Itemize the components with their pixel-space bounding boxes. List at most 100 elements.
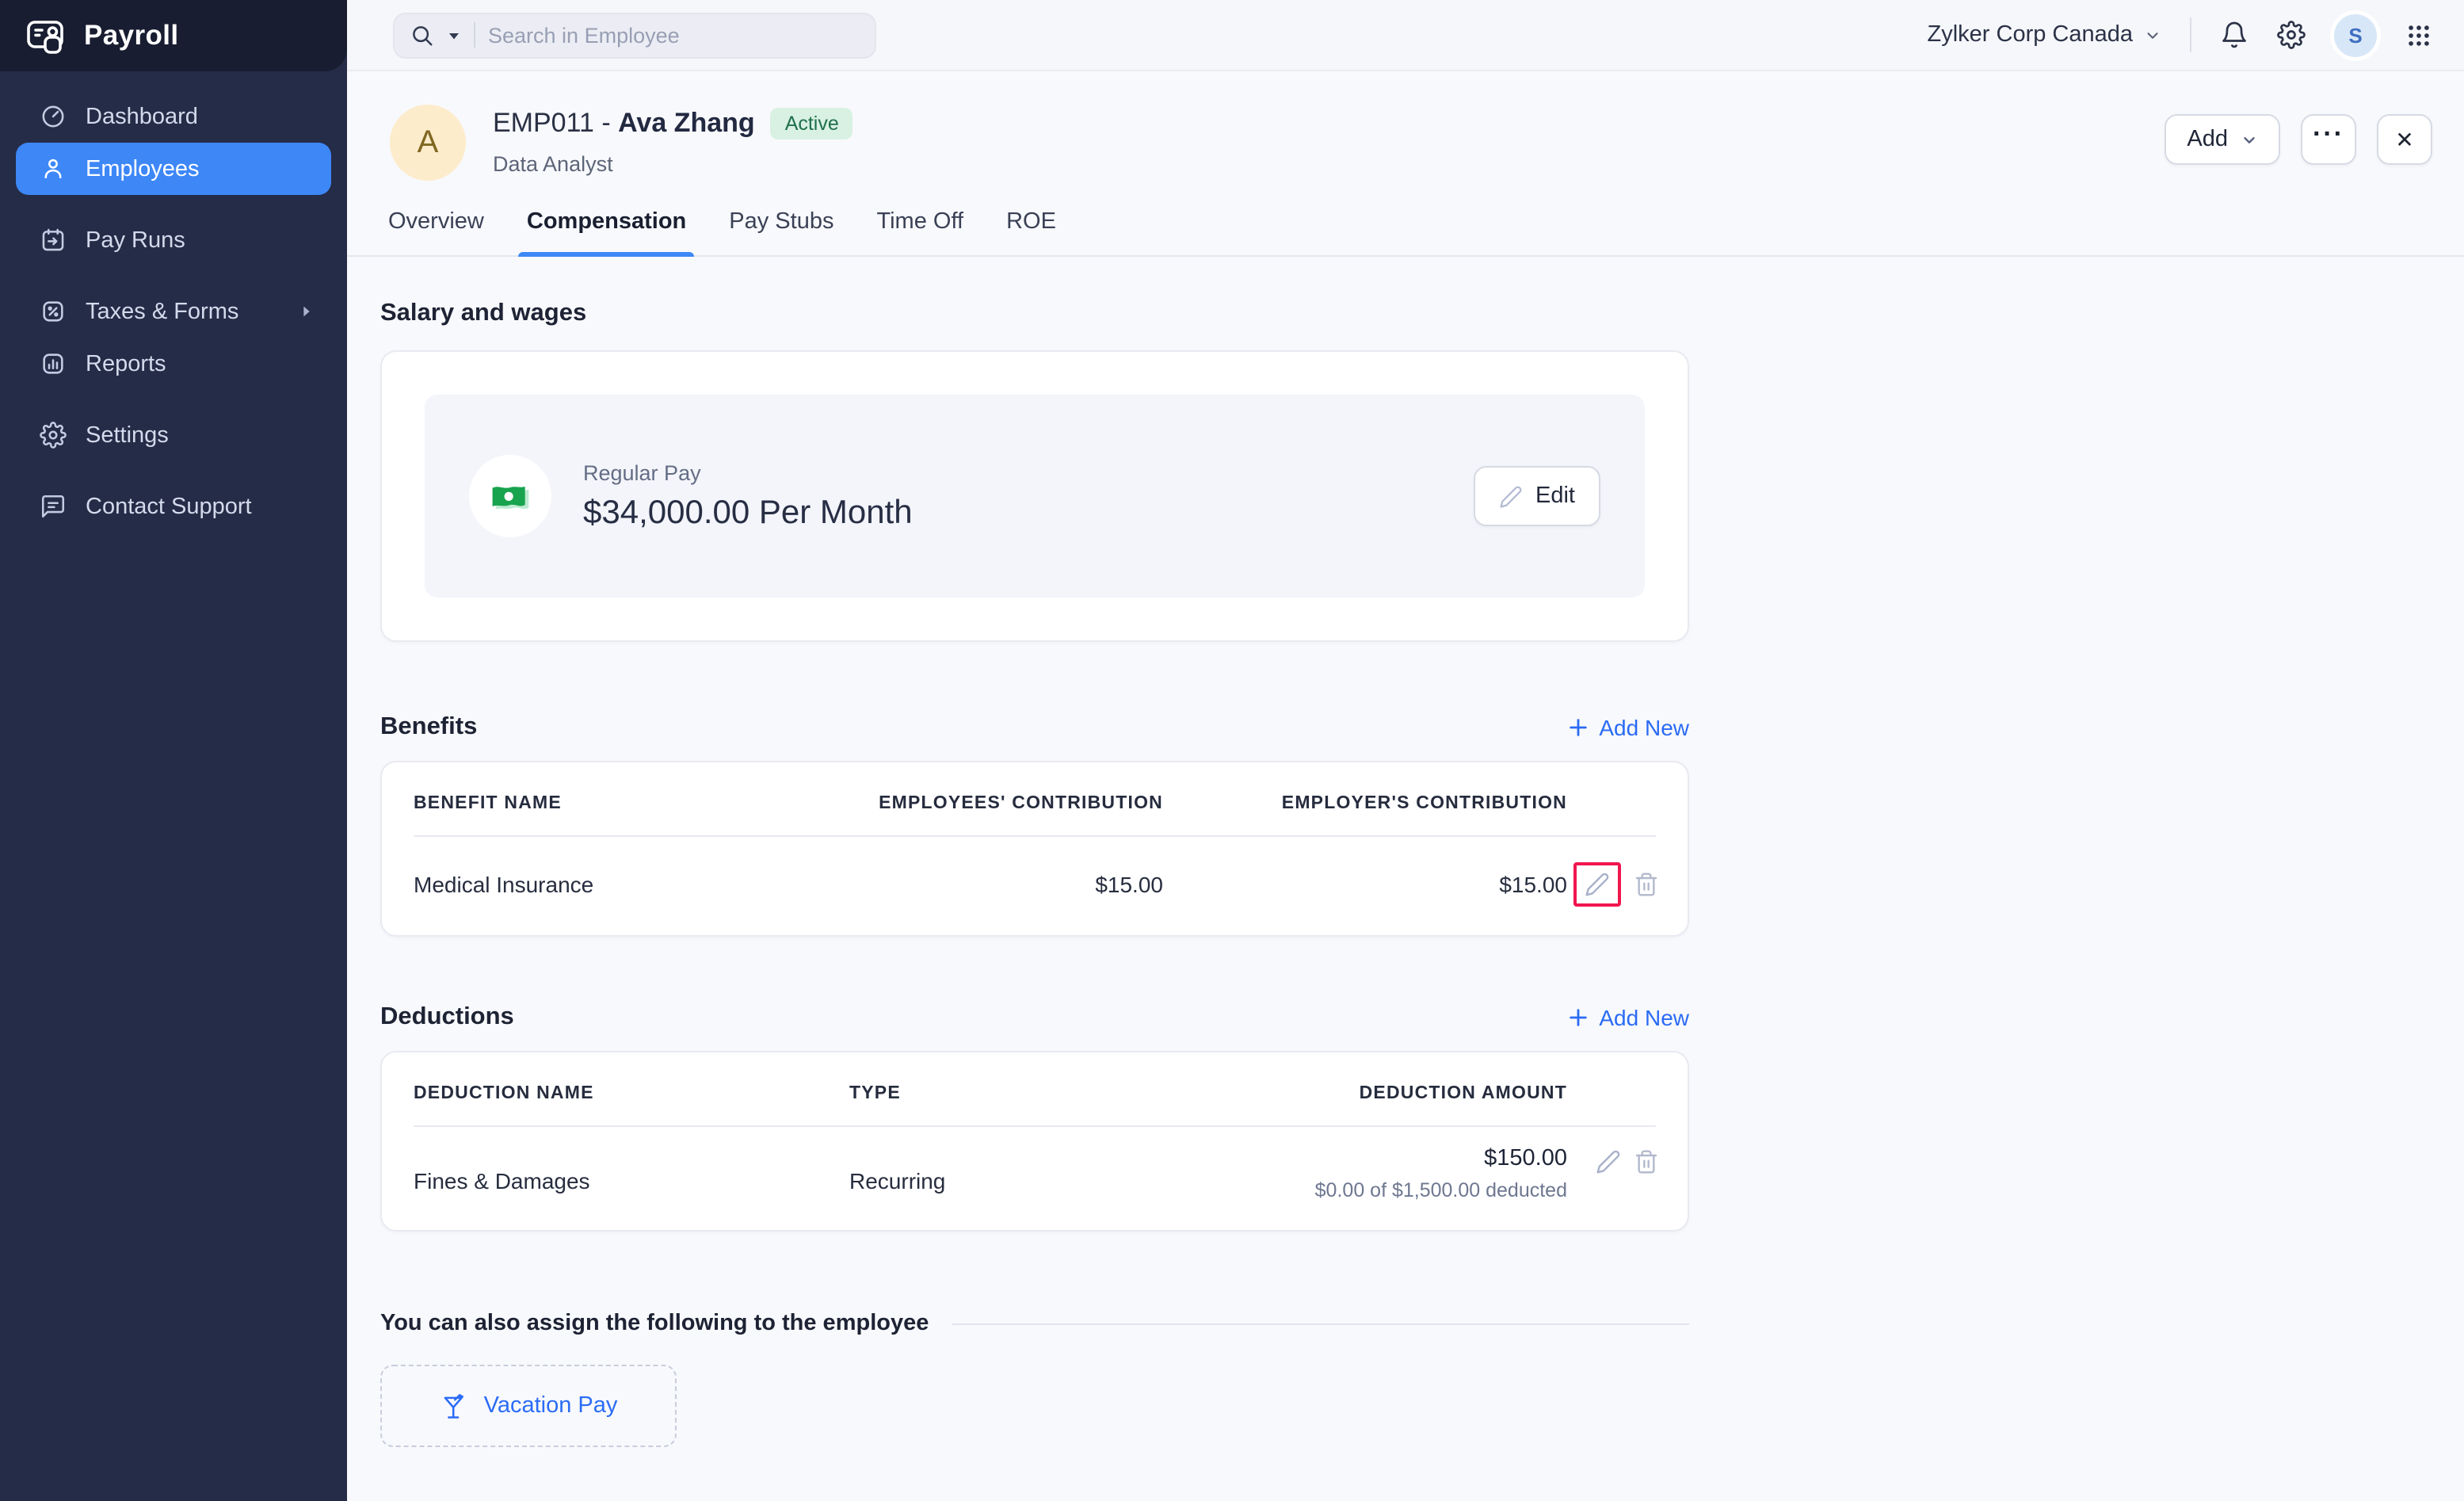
employers-contribution: $15.00 — [1499, 872, 1567, 897]
global-search[interactable] — [393, 12, 876, 58]
sidebar-item-dashboard[interactable]: Dashboard — [16, 90, 331, 143]
deduction-progress-note: $0.00 of $1,500.00 deducted — [1314, 1179, 1567, 1201]
gear-icon — [40, 422, 67, 449]
column-header: DEDUCTION NAME — [414, 1084, 594, 1103]
tab-bar: Overview Compensation Pay Stubs Time Off… — [347, 181, 2464, 257]
close-button[interactable]: ✕ — [2377, 114, 2432, 165]
tab-roe[interactable]: ROE — [1006, 209, 1056, 235]
status-badge: Active — [770, 108, 853, 139]
dashboard-icon — [40, 103, 67, 130]
employee-code: EMP011 - — [493, 108, 619, 138]
search-icon — [410, 23, 434, 47]
employees-icon — [40, 155, 67, 182]
delete-benefit-trash-icon[interactable] — [1634, 872, 1659, 897]
compensation-content: Salary and wages Regular Pay — [347, 257, 2464, 1447]
money-icon-circle — [469, 455, 551, 537]
app-name: Payroll — [84, 19, 179, 51]
row-actions — [1567, 1146, 1659, 1174]
employee-name: Ava Zhang — [618, 108, 755, 138]
deductions-add-new-link[interactable]: Add New — [1567, 1005, 1689, 1030]
pencil-icon — [1499, 484, 1523, 508]
search-input[interactable] — [488, 23, 805, 47]
banknote-icon — [488, 474, 532, 518]
topbar-right: Zylker Corp Canada — [1928, 13, 2433, 56]
chat-bubble-icon — [40, 493, 67, 520]
ellipsis-icon: ··· — [2313, 119, 2344, 149]
close-icon: ✕ — [2395, 126, 2414, 151]
add-button-label: Add — [2187, 127, 2228, 152]
notifications-bell-icon[interactable] — [2220, 21, 2248, 49]
pay-amount: $34,000.00 Per Month — [583, 494, 913, 530]
column-header: BENEFIT NAME — [414, 794, 562, 813]
table-divider — [414, 835, 1656, 837]
vacation-pay-label: Vacation Pay — [483, 1393, 618, 1419]
delete-deduction-trash-icon[interactable] — [1634, 1149, 1659, 1174]
regular-pay-panel: Regular Pay $34,000.00 Per Month Edit — [425, 395, 1645, 598]
sidebar-item-settings[interactable]: Settings — [16, 409, 331, 461]
benefits-section-head: Benefits Add New — [380, 713, 1689, 742]
search-scope-caret-icon[interactable] — [447, 28, 461, 42]
deductions-section-head: Deductions Add New — [380, 1003, 1689, 1032]
header-actions: Add ··· ✕ — [2165, 105, 2432, 165]
benefits-section-title: Benefits — [380, 713, 478, 740]
deduction-amount-cell: $150.00 $0.00 of $1,500.00 deducted — [1163, 1146, 1567, 1201]
tab-overview[interactable]: Overview — [388, 209, 484, 235]
more-options-button[interactable]: ··· — [2301, 114, 2356, 165]
annotation-highlight-box — [1573, 862, 1621, 907]
tab-compensation[interactable]: Compensation — [518, 209, 694, 257]
sidebar-item-employees[interactable]: Employees — [16, 143, 331, 195]
edit-salary-button[interactable]: Edit — [1474, 466, 1600, 526]
table-divider — [414, 1125, 1656, 1127]
deductions-table-header: DEDUCTION NAME TYPE DEDUCTION AMOUNT — [414, 1078, 1656, 1125]
edit-deduction-pencil-icon[interactable] — [1596, 1149, 1621, 1174]
sidebar-item-reports[interactable]: Reports — [16, 338, 331, 390]
salary-card: Regular Pay $34,000.00 Per Month Edit — [380, 350, 1689, 642]
sidebar-nav: Dashboard Employees Pay — [0, 71, 347, 533]
benefits-add-new-link[interactable]: Add New — [1567, 715, 1689, 740]
assign-section-title: You can also assign the following to the… — [380, 1311, 929, 1336]
deduction-amount: $150.00 — [1484, 1146, 1567, 1171]
employee-header: A EMP011 - Ava Zhang Active Data Analyst… — [347, 71, 2464, 181]
sidebar-item-label: Taxes & Forms — [86, 299, 239, 324]
sidebar-item-pay-runs[interactable]: Pay Runs — [16, 214, 331, 266]
chevron-right-icon — [298, 303, 315, 320]
pay-runs-icon — [40, 227, 67, 254]
chevron-down-icon — [2144, 26, 2161, 44]
taxes-forms-icon — [40, 298, 67, 325]
employee-avatar: A — [390, 105, 466, 181]
sidebar-item-label: Employees — [86, 156, 200, 181]
row-actions — [1567, 862, 1659, 907]
main-area: Zylker Corp Canada — [347, 0, 2464, 1501]
chevron-down-icon — [2241, 131, 2258, 148]
column-header: TYPE — [849, 1084, 901, 1103]
column-header: EMPLOYEES' CONTRIBUTION — [879, 794, 1163, 813]
edit-benefit-pencil-icon[interactable] — [1585, 872, 1610, 897]
org-name: Zylker Corp Canada — [1927, 22, 2134, 48]
user-avatar[interactable]: S — [2334, 13, 2377, 56]
sidebar-item-label: Dashboard — [86, 104, 198, 129]
plus-icon — [1567, 1006, 1589, 1029]
add-button[interactable]: Add — [2165, 114, 2280, 165]
topbar: Zylker Corp Canada — [347, 0, 2464, 71]
employee-meta: EMP011 - Ava Zhang Active Data Analyst — [493, 105, 853, 176]
deduction-name: Fines & Damages — [414, 1168, 590, 1194]
settings-gear-icon[interactable] — [2277, 21, 2306, 49]
tab-time-off[interactable]: Time Off — [876, 209, 964, 235]
vacation-pay-button[interactable]: Vacation Pay — [380, 1365, 677, 1447]
sidebar-item-contact-support[interactable]: Contact Support — [16, 480, 331, 533]
apps-grid-icon[interactable] — [2405, 21, 2432, 48]
employee-avatar-initial: A — [417, 124, 439, 159]
sidebar-item-taxes-forms[interactable]: Taxes & Forms — [16, 285, 331, 338]
benefit-name: Medical Insurance — [414, 872, 594, 897]
deduction-row: Fines & Damages Recurring $150.00 $0.00 … — [414, 1127, 1659, 1201]
org-selector[interactable]: Zylker Corp Canada — [1928, 22, 2162, 48]
add-new-label: Add New — [1599, 715, 1689, 740]
tab-pay-stubs[interactable]: Pay Stubs — [729, 209, 834, 235]
assign-section-head: You can also assign the following to the… — [380, 1311, 1689, 1336]
edit-button-label: Edit — [1535, 483, 1575, 509]
sidebar-item-label: Settings — [86, 422, 169, 448]
benefit-row: Medical Insurance $15.00 $15.00 — [414, 837, 1659, 907]
assign-divider-rule — [952, 1323, 1689, 1324]
page-title: EMP011 - Ava Zhang — [493, 108, 755, 139]
